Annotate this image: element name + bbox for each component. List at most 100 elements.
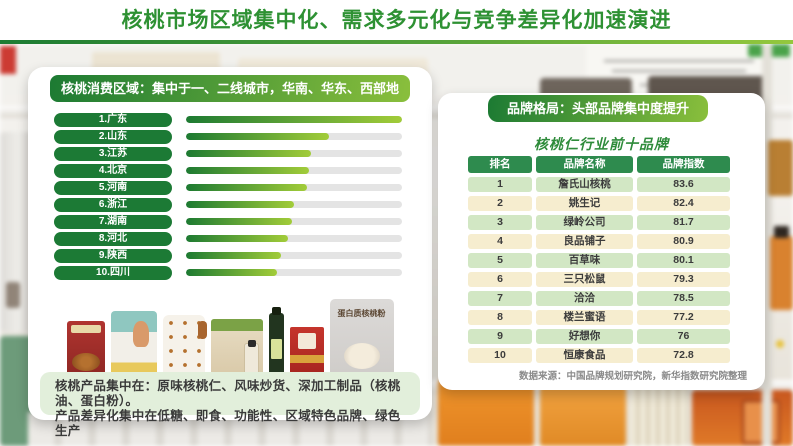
orange-gift-box <box>438 380 534 446</box>
bar-track <box>186 167 402 174</box>
province-label: 4.北京 <box>54 163 172 178</box>
product-images-strip: 蛋白质核桃粉 <box>44 285 416 377</box>
bar-track <box>186 269 402 276</box>
pouch-tag <box>197 321 207 339</box>
shelf-white-bag <box>0 132 32 386</box>
jar-label <box>742 400 780 444</box>
table-cell: 82.4 <box>637 196 730 211</box>
bar-track <box>186 150 402 157</box>
table-cell: 好想你 <box>536 329 633 344</box>
table-cell: 6 <box>468 272 532 287</box>
bar-fill <box>186 252 282 259</box>
bar-fill <box>186 184 307 191</box>
table-cell: 2 <box>468 196 532 211</box>
bar-track <box>186 235 402 242</box>
table-cell: 7 <box>468 291 532 306</box>
province-label: 8.河北 <box>54 231 172 246</box>
table-cell: 83.6 <box>637 177 730 192</box>
bottle-cap <box>774 226 789 238</box>
bar-fill <box>186 269 277 276</box>
bar-row: 4.北京 <box>54 162 402 179</box>
bar-row: 7.湖南 <box>54 213 402 230</box>
bar-track <box>186 252 402 259</box>
page-title: 核桃市场区域集中化、需求多元化与竞争差异化加速演进 <box>121 9 672 32</box>
province-bar-chart: 1.广东 2.山东 3.江苏 4.北京 5.河南 6.浙江 7.湖南 8.河北 9.陕西 10.四… <box>54 111 402 281</box>
bar-fill <box>186 116 402 123</box>
product-image-teal-kernel-bag <box>110 311 157 377</box>
table-cell: 9 <box>468 329 532 344</box>
product-image-red-gift-box <box>289 327 324 377</box>
bottle-cap <box>271 307 281 315</box>
note-line-1: 核桃产品集中在：原味核桃仁、风味炒货、深加工制品（核桃油、蛋白粉）。 <box>55 379 401 408</box>
table-cell: 绿岭公司 <box>536 215 633 230</box>
bag-print <box>6 282 20 308</box>
province-label: 2.山东 <box>54 129 172 144</box>
bar-fill <box>186 218 292 225</box>
sign-text-line <box>604 60 754 62</box>
title-underline <box>0 40 793 44</box>
province-label: 3.江苏 <box>54 146 172 161</box>
table-cell: 3 <box>468 215 532 230</box>
sign-text-line <box>612 70 746 72</box>
shelf-red-package <box>0 46 16 74</box>
bar-fill <box>186 133 329 140</box>
bar-track <box>186 133 402 140</box>
province-label: 1.广东 <box>54 112 172 127</box>
amber-jar <box>768 140 793 196</box>
bar-row: 6.浙江 <box>54 196 402 213</box>
table-cell: 72.8 <box>637 348 730 363</box>
table-cell: 詹氏山核桃 <box>536 177 633 192</box>
table-cell: 百草味 <box>536 253 633 268</box>
table-header-cell: 排名 <box>468 156 532 173</box>
box-band <box>210 319 263 331</box>
bag-title-text: 蛋白质核桃粉 <box>337 309 386 318</box>
bar-row: 3.江苏 <box>54 145 402 162</box>
shelf-divider <box>762 44 772 446</box>
table-cell: 良品铺子 <box>536 234 633 249</box>
powder-bowl <box>343 343 380 369</box>
dropper-cap <box>247 340 256 347</box>
price-sticker <box>776 340 784 348</box>
province-label: 9.陕西 <box>54 248 172 263</box>
orange-gift-box <box>540 386 626 446</box>
note-line-2: 产品差异化集中在低糖、即食、功能性、区域特色品牌、绿色生产 <box>55 409 401 438</box>
table-cell: 10 <box>468 348 532 363</box>
brand-ranking-card: 品牌格局：头部品牌集中度提升 核桃仁行业前十品牌 排名 品牌名称 品牌指数 1 詹氏山核… <box>438 93 765 390</box>
table-cell: 81.7 <box>637 215 730 230</box>
table-header-cell: 品牌指数 <box>637 156 730 173</box>
bar-fill <box>186 150 312 157</box>
bar-track <box>186 184 402 191</box>
data-source-note: 数据来源：中国品牌规划研究院，新华指数研究院整理 <box>518 371 747 382</box>
table-cell: 76 <box>637 329 730 344</box>
product-image-walnut-oil-kit <box>210 319 263 377</box>
province-label: 6.浙江 <box>54 197 172 212</box>
orange-label-bottle <box>770 236 793 310</box>
walnut-pile <box>71 353 100 371</box>
table-cell: 姚生记 <box>536 196 633 211</box>
province-label: 10.四川 <box>54 265 172 280</box>
bar-row: 2.山东 <box>54 128 402 145</box>
table-cell: 78.5 <box>637 291 730 306</box>
product-note-box: 核桃产品集中在：原味核桃仁、风味炒货、深加工制品（核桃油、蛋白粉）。 产品差异化… <box>40 372 420 438</box>
province-label: 5.河南 <box>54 180 172 195</box>
clear-oil-bottle <box>630 382 688 446</box>
bar-fill <box>186 201 294 208</box>
bar-row: 5.河南 <box>54 179 402 196</box>
table-cell: 4 <box>468 234 532 249</box>
gold-band <box>289 355 324 363</box>
table-cell: 77.2 <box>637 310 730 325</box>
bag-illustration <box>132 321 149 347</box>
product-image-cookie-pouch <box>162 315 207 377</box>
table-cell: 80.1 <box>637 253 730 268</box>
bar-track <box>186 116 402 123</box>
table-cell: 恒康食品 <box>536 348 633 363</box>
bottle-label <box>270 339 282 359</box>
table-cell: 1 <box>468 177 532 192</box>
bar-track <box>186 218 402 225</box>
bag-seal <box>70 325 101 333</box>
table-cell: 楼兰蜜语 <box>536 310 633 325</box>
product-image-red-walnut-bag <box>66 321 105 377</box>
province-label: 7.湖南 <box>54 214 172 229</box>
bar-row: 10.四川 <box>54 264 402 281</box>
